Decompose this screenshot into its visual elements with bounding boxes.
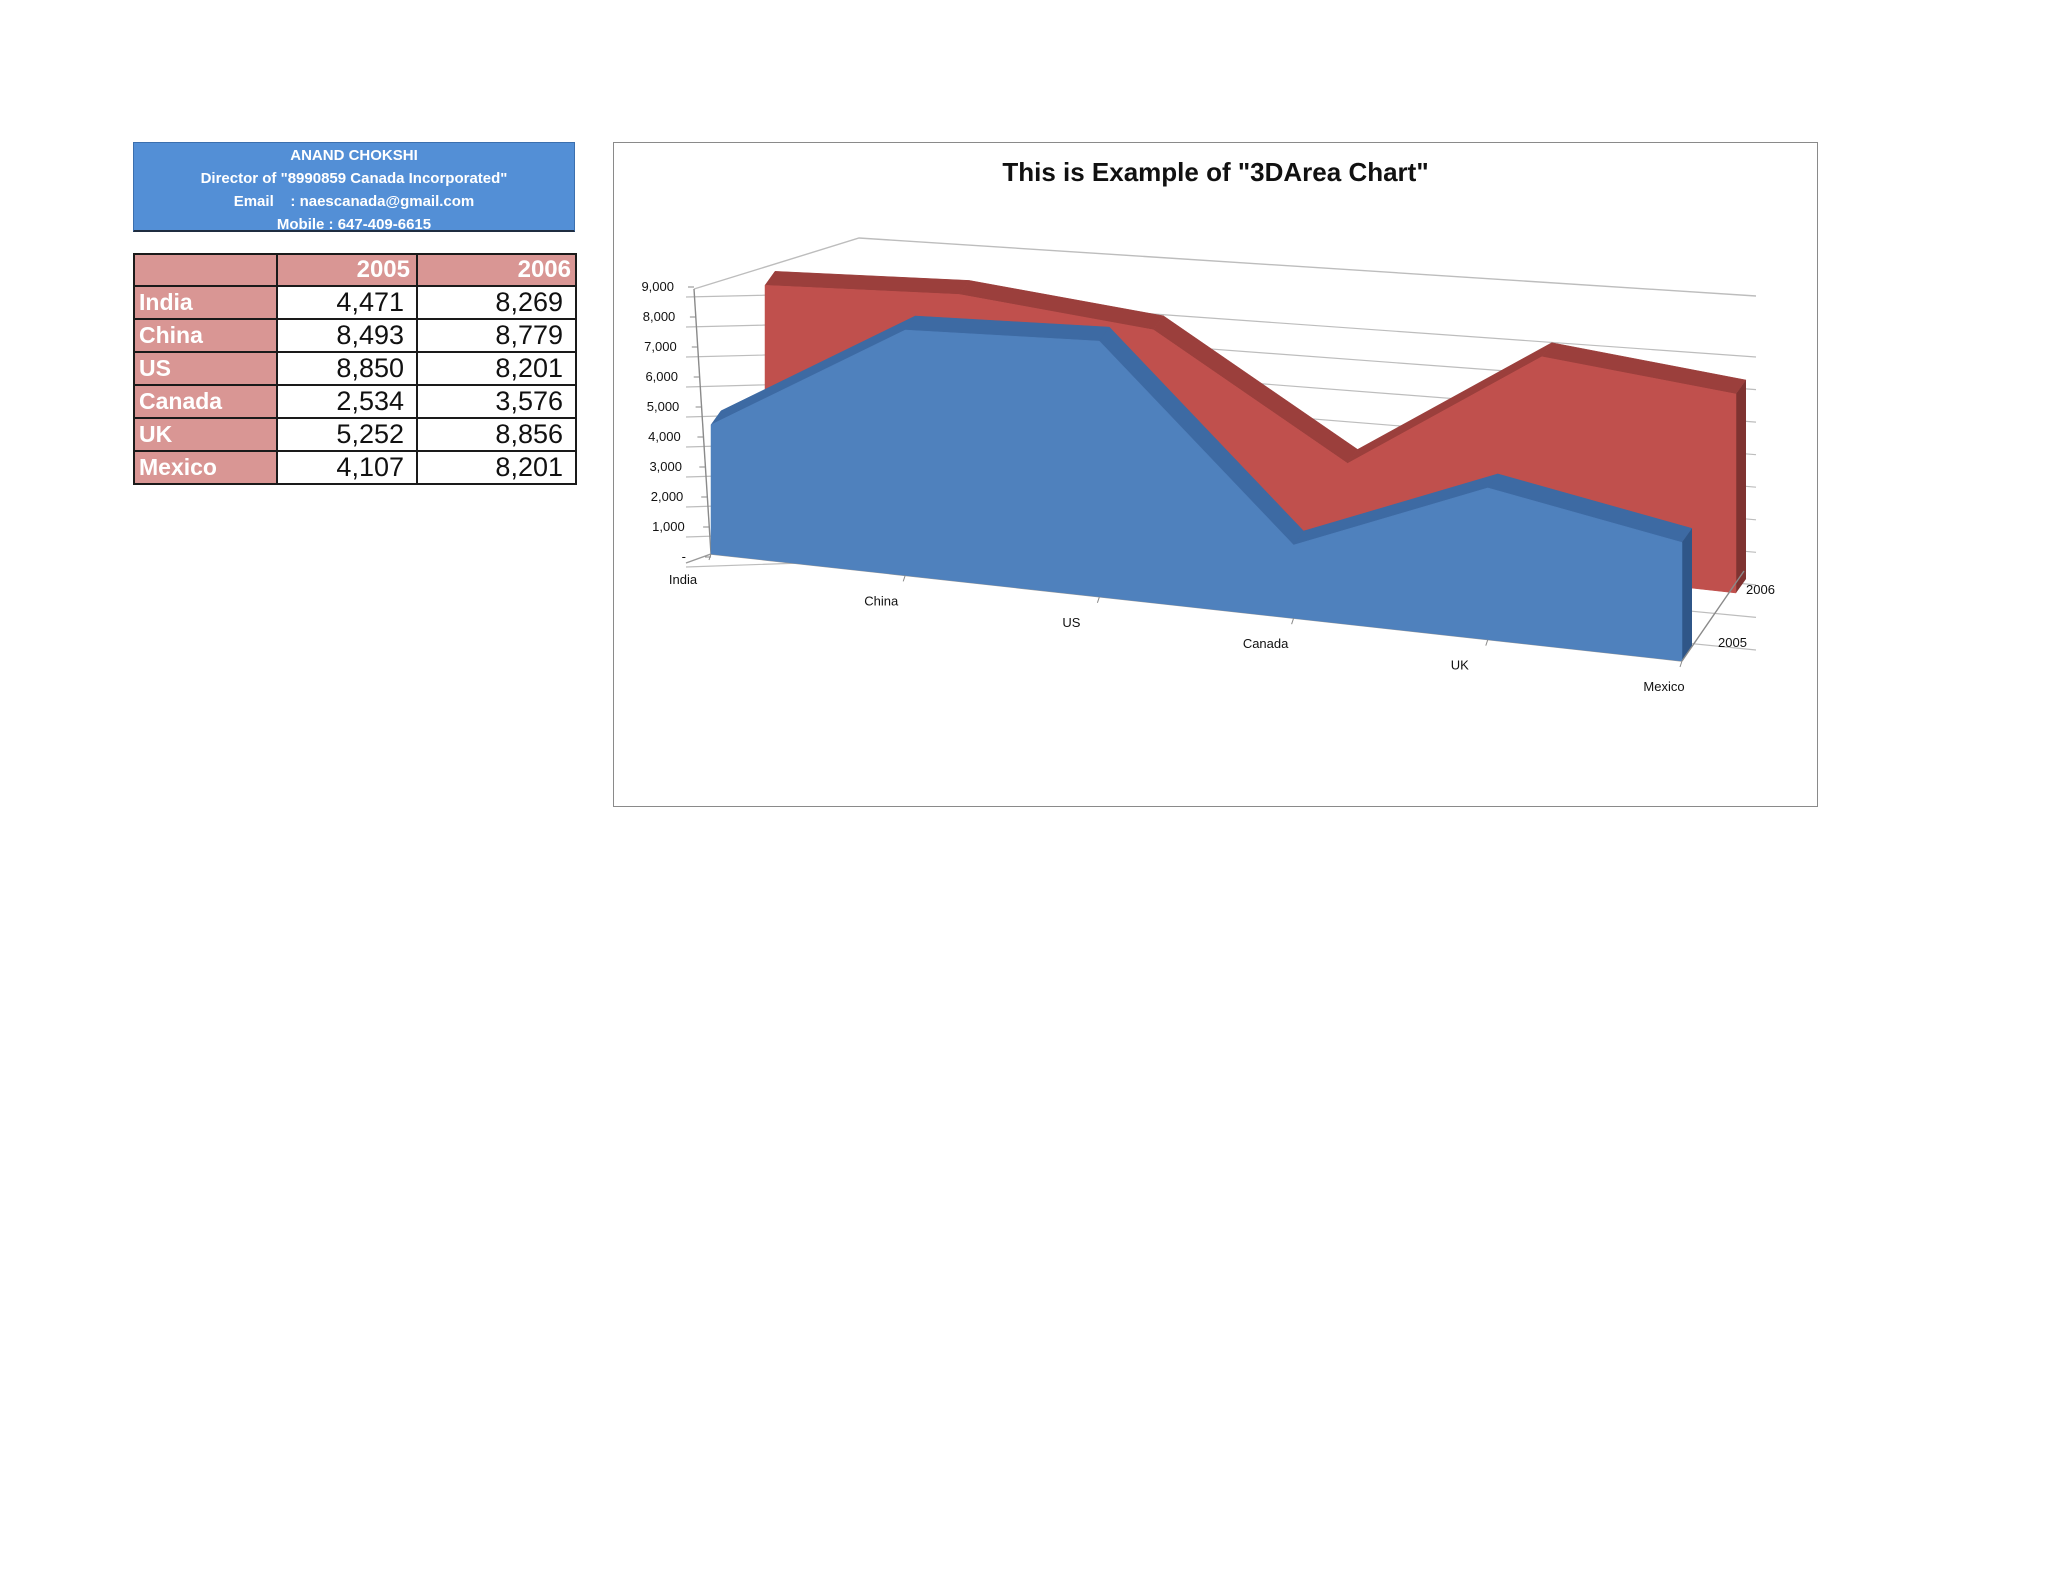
wall-top-edge bbox=[693, 237, 1757, 297]
series-2005 bbox=[710, 315, 1693, 662]
cell-2006[interactable]: 8,201 bbox=[416, 450, 577, 485]
y-tick-label: 9,000 bbox=[641, 279, 674, 294]
y-tick-label: 1,000 bbox=[652, 519, 685, 534]
table-row: Mexico 4,107 8,201 bbox=[133, 450, 577, 485]
cell-2006[interactable]: 8,269 bbox=[416, 285, 577, 320]
y-tick-label: 4,000 bbox=[648, 429, 681, 444]
table-row: India 4,471 8,269 bbox=[133, 285, 577, 320]
row-label: India bbox=[133, 285, 278, 320]
cell-2005[interactable]: 8,850 bbox=[276, 351, 418, 386]
chart-area[interactable]: This is Example of "3DArea Chart" - 1,000… bbox=[613, 142, 1818, 807]
y-tick-label: 2,000 bbox=[651, 489, 684, 504]
row-label: UK bbox=[133, 417, 278, 452]
cell-2006[interactable]: 8,856 bbox=[416, 417, 577, 452]
contact-name: ANAND CHOKSHI bbox=[290, 147, 418, 164]
chart-title: This is Example of "3DArea Chart" bbox=[1002, 157, 1429, 187]
x-tick-mark bbox=[1485, 639, 1489, 646]
cell-2006[interactable]: 8,201 bbox=[416, 351, 577, 386]
table-row: UK 5,252 8,856 bbox=[133, 417, 577, 452]
x-tick-mark bbox=[708, 553, 712, 561]
y-tick-label: 6,000 bbox=[645, 369, 678, 384]
cell-2006[interactable]: 3,576 bbox=[416, 384, 577, 419]
y-tick-label: 8,000 bbox=[643, 309, 676, 324]
column-header-2006: 2006 bbox=[416, 253, 577, 287]
x-tick-mark bbox=[1096, 596, 1100, 603]
cell-2005[interactable]: 4,471 bbox=[276, 285, 418, 320]
x-tick-label: Canada bbox=[1243, 636, 1289, 651]
table-header-row: 2005 2006 bbox=[133, 253, 577, 287]
value-axis-line bbox=[693, 288, 712, 555]
contact-email: Email : naescanada@gmail.com bbox=[233, 193, 475, 210]
row-label: Mexico bbox=[133, 450, 278, 485]
x-tick-label: China bbox=[864, 593, 899, 608]
contact-header: ANAND CHOKSHI Director of "8990859 Canad… bbox=[133, 142, 575, 233]
area-side-face bbox=[1682, 528, 1692, 661]
table-row: Canada 2,534 3,576 bbox=[133, 384, 577, 419]
contact-mobile: Mobile : 647-409-6615 bbox=[276, 216, 432, 233]
x-tick-label: Mexico bbox=[1643, 679, 1684, 694]
depth-axis-line bbox=[1681, 570, 1745, 662]
x-tick-mark bbox=[902, 575, 906, 582]
y-tick-label: 3,000 bbox=[649, 459, 682, 474]
chart-plot: - 1,000 2,000 3,000 4,000 5,000 6,000 7,000 8,00… bbox=[641, 237, 1775, 694]
cell-2005[interactable]: 2,534 bbox=[276, 384, 418, 419]
depth-tick-label: 2006 bbox=[1746, 582, 1775, 597]
contact-title: Director of "8990859 Canada Incorporated… bbox=[200, 170, 508, 187]
cell-2005[interactable]: 4,107 bbox=[276, 450, 418, 485]
area-side-face bbox=[1736, 380, 1746, 593]
row-label: Canada bbox=[133, 384, 278, 419]
x-tick-label: US bbox=[1062, 615, 1080, 630]
row-label: US bbox=[133, 351, 278, 386]
depth-tick-label: 2005 bbox=[1718, 635, 1747, 650]
cell-2005[interactable]: 5,252 bbox=[276, 417, 418, 452]
table-row: China 8,493 8,779 bbox=[133, 318, 577, 353]
x-tick-label: UK bbox=[1451, 658, 1469, 673]
column-header-blank bbox=[133, 253, 278, 287]
column-header-2005: 2005 bbox=[276, 253, 418, 287]
y-tick-label: - bbox=[682, 549, 686, 564]
x-tick-label: India bbox=[669, 572, 698, 587]
cell-2006[interactable]: 8,779 bbox=[416, 318, 577, 353]
y-tick-label: 5,000 bbox=[647, 399, 680, 414]
cell-2005[interactable]: 8,493 bbox=[276, 318, 418, 353]
table-row: US 8,850 8,201 bbox=[133, 351, 577, 386]
data-table: 2005 2006 India 4,471 8,269 China 8,493 … bbox=[133, 253, 577, 485]
y-tick-label: 7,000 bbox=[644, 339, 677, 354]
x-tick-mark bbox=[1291, 618, 1295, 625]
row-label: China bbox=[133, 318, 278, 353]
x-tick-mark bbox=[1679, 660, 1683, 668]
